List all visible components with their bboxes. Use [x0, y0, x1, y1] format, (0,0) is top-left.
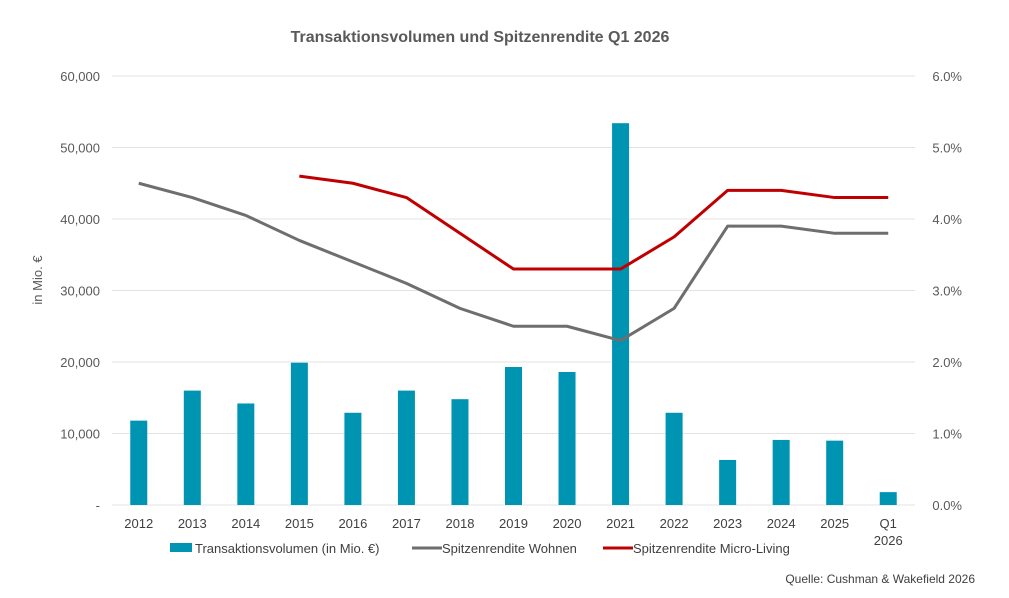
y-right-tick-label: 4.0%: [932, 212, 962, 227]
y-tick-label: 10,000: [60, 427, 100, 442]
y-tick-label: 60,000: [60, 69, 100, 84]
y-tick-label: 30,000: [60, 284, 100, 299]
y-tick-label: -: [96, 498, 100, 513]
bar: [130, 420, 148, 505]
y-tick-label: 40,000: [60, 212, 100, 227]
bar: [451, 399, 469, 505]
bar: [719, 459, 737, 505]
y-right-tick-label: 1.0%: [932, 427, 962, 442]
x-tick-label: 2018: [446, 516, 475, 531]
bar: [612, 123, 630, 505]
x-tick-label: 2014: [231, 516, 260, 531]
chart-title: Transaktionsvolumen und Spitzenrendite Q…: [291, 29, 670, 46]
y-tick-label: 20,000: [60, 355, 100, 370]
bar: [183, 390, 201, 505]
bar: [826, 440, 844, 505]
source-note: Quelle: Cushman & Wakefield 2026: [785, 572, 975, 586]
bar: [505, 367, 522, 505]
x-tick-label: 2026: [874, 533, 903, 548]
legend-label: Spitzenrendite Micro-Living: [633, 541, 790, 556]
bar: [344, 412, 362, 505]
legend-swatch: [170, 543, 192, 552]
y-right-tick-label: 0.0%: [932, 498, 962, 513]
x-tick-label: 2025: [820, 516, 849, 531]
legend-label: Transaktionsvolumen (in Mio. €): [195, 541, 379, 556]
bar: [665, 412, 683, 505]
bar: [290, 362, 308, 505]
x-tick-label: 2024: [767, 516, 796, 531]
bar: [237, 403, 255, 505]
x-tick-label: 2013: [178, 516, 207, 531]
y-right-tick-label: 2.0%: [932, 355, 962, 370]
legend-label: Spitzenrendite Wohnen: [442, 541, 577, 556]
x-tick-label: 2020: [553, 516, 582, 531]
bar: [772, 439, 790, 505]
y-right-tick-label: 3.0%: [932, 284, 962, 299]
y-right-tick-label: 5.0%: [932, 141, 962, 156]
series-line: [138, 181, 889, 343]
x-tick-label: 2017: [392, 516, 421, 531]
x-tick-label: 2021: [606, 516, 635, 531]
bar: [558, 372, 576, 505]
y-right-tick-label: 6.0%: [932, 69, 962, 84]
x-tick-label: 2012: [124, 516, 153, 531]
x-tick-label: 2016: [338, 516, 367, 531]
x-tick-label: 2015: [285, 516, 314, 531]
series-line: [299, 174, 889, 271]
bar: [397, 390, 415, 505]
x-tick-label: 2019: [499, 516, 528, 531]
y-tick-label: 50,000: [60, 141, 100, 156]
bar: [879, 492, 897, 505]
y-axis-label: in Mio. €: [30, 255, 45, 305]
x-tick-label: Q1: [880, 516, 897, 531]
x-tick-label: 2022: [660, 516, 689, 531]
x-tick-label: 2023: [713, 516, 742, 531]
